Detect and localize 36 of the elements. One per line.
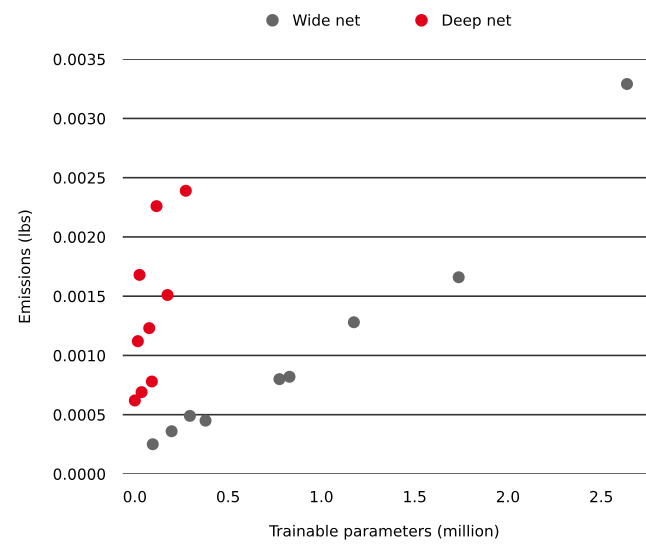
point <box>166 425 178 438</box>
x-tick-label: 2.0 <box>496 490 520 502</box>
x-tick-label: 2.5 <box>590 490 612 502</box>
y-tick-label: 0.0000 <box>54 468 106 480</box>
point <box>620 78 633 90</box>
point <box>132 335 144 348</box>
point <box>200 414 212 427</box>
point <box>348 316 360 328</box>
point <box>180 184 192 197</box>
x-tick-label: 0.5 <box>216 490 239 502</box>
point <box>273 373 286 386</box>
point <box>136 386 148 398</box>
y-tick-label: 0.0025 <box>54 172 105 184</box>
point <box>146 375 158 388</box>
point <box>128 394 141 406</box>
y-tick-label: 0.0035 <box>54 54 105 66</box>
y-tick-label: 0.0010 <box>54 350 106 362</box>
point <box>184 410 196 422</box>
x-tick-label: 1.0 <box>310 490 333 502</box>
y-tick-label: 0.0020 <box>54 231 106 243</box>
point <box>146 438 159 450</box>
point <box>143 322 156 334</box>
point <box>161 288 174 301</box>
legend-label: Deep net <box>442 14 512 29</box>
y-axis-title: Emissions (lbs) <box>18 210 32 322</box>
x-axis-title: Trainable parameters (million) <box>269 524 498 540</box>
x-tick-label: 0.0 <box>124 490 146 502</box>
point <box>283 370 296 383</box>
legend-label: Wide net <box>292 14 360 26</box>
point <box>134 268 146 281</box>
y-tick-label: 0.0015 <box>54 290 105 302</box>
point <box>150 200 163 212</box>
y-tick-label: 0.0005 <box>54 409 105 421</box>
point <box>452 271 465 284</box>
y-tick-label: 0.0030 <box>54 112 106 124</box>
x-tick-label: 1.5 <box>404 491 426 502</box>
